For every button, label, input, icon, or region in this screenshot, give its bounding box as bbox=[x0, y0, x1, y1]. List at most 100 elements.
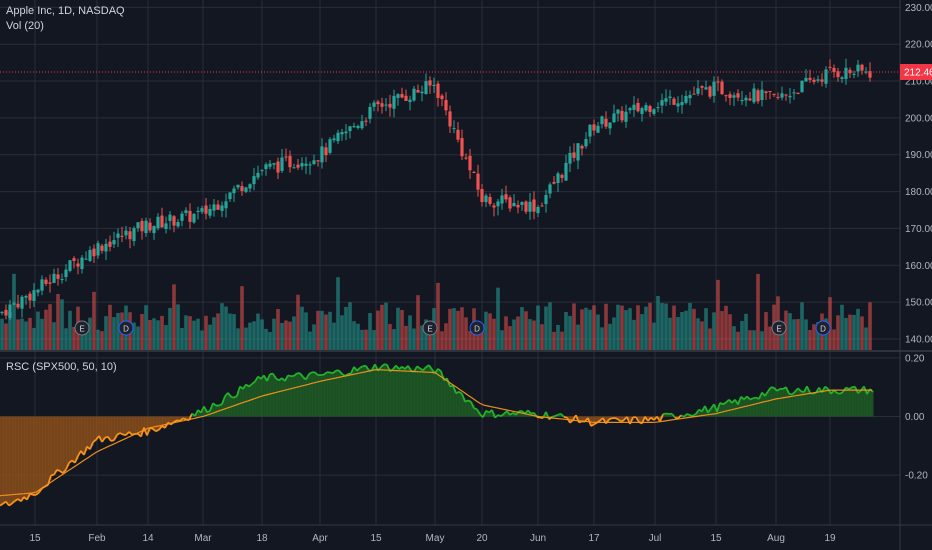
volume-bar bbox=[804, 319, 808, 350]
rsc-line bbox=[407, 365, 412, 372]
volume-bar bbox=[608, 323, 612, 350]
volume-bar bbox=[308, 331, 312, 350]
rsc-fill bbox=[294, 374, 298, 417]
candle-body bbox=[348, 126, 352, 132]
rsc-line bbox=[449, 384, 454, 388]
rsc-fill bbox=[771, 387, 775, 417]
time-axis-label: May bbox=[426, 533, 445, 544]
rsc-line bbox=[308, 371, 313, 375]
rsc-line bbox=[113, 434, 118, 441]
rsc-fill bbox=[144, 416, 148, 432]
candle-body bbox=[756, 90, 760, 102]
volume-bar bbox=[68, 310, 72, 350]
rsc-fill bbox=[195, 412, 199, 417]
candle-body bbox=[364, 120, 368, 122]
price-axis-tick: 190.00 bbox=[905, 150, 932, 161]
rsc-fill bbox=[132, 416, 136, 435]
candle-body bbox=[420, 91, 424, 94]
candle-body bbox=[584, 139, 588, 147]
volume-bar bbox=[256, 313, 260, 350]
rsc-fill bbox=[627, 416, 631, 421]
candle-body bbox=[336, 132, 340, 142]
rsc-line bbox=[857, 389, 862, 394]
volume-bar bbox=[708, 328, 712, 350]
volume-bar bbox=[184, 315, 188, 350]
candle-body bbox=[268, 163, 272, 167]
rsc-fill bbox=[381, 365, 385, 417]
rsc-fill bbox=[321, 374, 325, 417]
rsc-fill bbox=[249, 385, 253, 417]
rsc-fill bbox=[213, 404, 217, 417]
rsc-fill bbox=[282, 379, 286, 417]
price-axis-tick: 140.00 bbox=[905, 334, 932, 345]
candle-body bbox=[456, 129, 460, 140]
volume-bar bbox=[868, 302, 872, 350]
candle-body bbox=[24, 296, 28, 298]
candle-body bbox=[860, 64, 864, 71]
volume-bar bbox=[88, 317, 92, 350]
rsc-fill bbox=[738, 400, 742, 417]
candle-body bbox=[516, 204, 520, 208]
rsc-line bbox=[107, 436, 112, 442]
rsc-line bbox=[200, 405, 205, 414]
rsc-fill bbox=[417, 367, 421, 417]
volume-bar bbox=[16, 319, 20, 350]
rsc-fill bbox=[222, 400, 226, 417]
rsc-fill bbox=[15, 416, 19, 500]
volume-bar bbox=[840, 304, 844, 350]
rsc-fill bbox=[66, 416, 70, 467]
rsc-fill bbox=[768, 389, 772, 417]
volume-bar bbox=[376, 310, 380, 350]
volume-bar bbox=[768, 326, 772, 350]
volume-bar bbox=[232, 314, 236, 350]
candle-body bbox=[264, 164, 268, 169]
volume-bar bbox=[532, 320, 536, 350]
volume-legend[interactable]: Vol (20) bbox=[6, 20, 44, 32]
rsc-fill bbox=[75, 416, 79, 460]
volume-bar bbox=[556, 324, 560, 350]
volume-bar bbox=[448, 308, 452, 350]
rsc-fill bbox=[519, 411, 523, 417]
rsc-line bbox=[695, 409, 700, 415]
candle-body bbox=[596, 125, 600, 133]
volume-bar bbox=[24, 321, 28, 350]
rsc-fill bbox=[141, 416, 145, 433]
volume-bar bbox=[372, 330, 376, 350]
rsc-fill bbox=[336, 370, 340, 417]
volume-bar bbox=[424, 319, 428, 350]
rsc-line bbox=[692, 413, 697, 417]
volume-bar bbox=[760, 331, 764, 350]
symbol-legend[interactable]: Apple Inc, 1D, NASDAQ bbox=[6, 5, 125, 17]
candle-body bbox=[208, 208, 212, 216]
candle-body bbox=[800, 80, 804, 93]
volume-bar bbox=[56, 293, 60, 350]
rsc-fill bbox=[750, 398, 754, 417]
rsc-fill bbox=[597, 416, 601, 422]
volume-bar bbox=[220, 303, 224, 350]
volume-bar bbox=[656, 295, 660, 350]
candle-body bbox=[452, 128, 456, 130]
rsc-line bbox=[806, 385, 811, 394]
rsc-legend[interactable]: RSC (SPX500, 50, 10) bbox=[6, 361, 117, 373]
rsc-fill bbox=[699, 410, 703, 417]
earnings-marker-label: E bbox=[427, 325, 432, 334]
rsc-line bbox=[218, 403, 223, 407]
rsc-fill bbox=[60, 416, 64, 473]
volume-bar bbox=[188, 316, 192, 350]
rsc-fill bbox=[579, 416, 583, 422]
candle-body bbox=[552, 182, 556, 184]
rsc-indicator bbox=[0, 363, 874, 507]
rsc-fill bbox=[666, 413, 670, 417]
candle-body bbox=[688, 94, 692, 99]
rsc-fill bbox=[240, 387, 244, 417]
rsc-fill bbox=[147, 416, 151, 432]
volume-bar bbox=[636, 305, 640, 350]
candle-body bbox=[112, 240, 116, 245]
volume-bar bbox=[412, 328, 416, 350]
candle-body bbox=[768, 91, 772, 93]
last-price-tag bbox=[900, 63, 932, 80]
candle-body bbox=[156, 216, 160, 229]
rsc-fill bbox=[435, 371, 439, 417]
candle-body bbox=[796, 92, 800, 94]
